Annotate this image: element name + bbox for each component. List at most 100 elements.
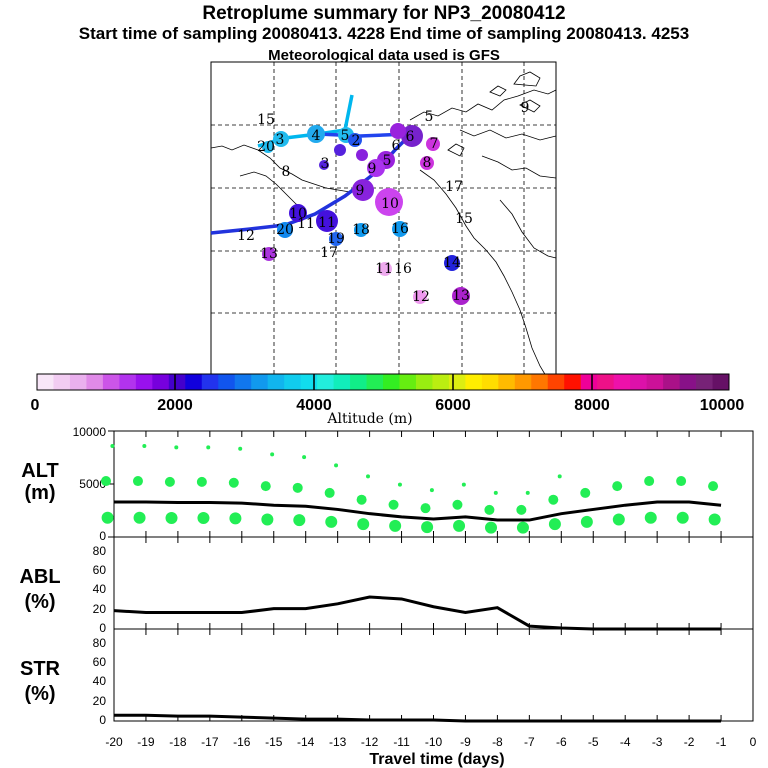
x-tick-label: -13: [329, 735, 347, 749]
map-day-label: 18: [352, 222, 370, 238]
x-tick-label: -2: [684, 735, 695, 749]
colorbar-swatch: [333, 374, 351, 390]
alt-particle-dot: [238, 446, 243, 451]
colorbar-swatch: [185, 374, 203, 390]
x-tick-label: -15: [265, 735, 283, 749]
colorbar-swatch: [531, 374, 549, 390]
alt-panel-label: ALT: [21, 460, 58, 482]
map-cluster-marker: [262, 141, 274, 153]
colorbar-swatch: [432, 374, 450, 390]
map-day-label: 9: [356, 183, 365, 199]
map-cluster-marker: [329, 232, 343, 246]
abl-panel-unit: (%): [24, 591, 55, 613]
map-panel: 6 4 3 5 9 9 10 10 11 11 12 20 19 18 16 1…: [210, 61, 557, 377]
alt-particle-dot: [644, 511, 657, 524]
x-tick-label: -17: [201, 735, 219, 749]
alt-particle-dot: [229, 512, 242, 525]
x-axis-label: Travel time (days): [369, 751, 504, 768]
alt-particle-dot: [101, 476, 112, 487]
x-tick-label: -7: [524, 735, 535, 749]
map-day-label: 11: [297, 216, 315, 232]
x-tick-label: -9: [460, 735, 471, 749]
alt-particle-dot: [174, 445, 179, 450]
abl-y-tick-label: 0: [99, 621, 106, 635]
str-y-tick-label: 20: [93, 694, 107, 708]
alt-particle-dot: [142, 444, 147, 449]
alt-particle-dot: [452, 499, 463, 510]
map-coastlines: [210, 71, 557, 377]
map-cluster-marker: [392, 221, 408, 237]
abl-line-path: [113, 595, 722, 631]
str-y-tick-label: 80: [93, 636, 107, 650]
map-cluster-marker: [316, 210, 338, 232]
alt-particle-dot: [110, 444, 115, 449]
alt-particle-dot: [389, 519, 402, 532]
map-day-label: 20: [276, 222, 294, 238]
alt-particle-dot: [261, 513, 274, 526]
map-cluster-marker: [452, 287, 470, 305]
x-tick-label: -11: [393, 735, 410, 749]
map-cluster-marker: [356, 149, 368, 161]
alt-particle-dot: [429, 488, 434, 493]
alt-y-tick-label: 5000: [79, 477, 106, 491]
map-cluster-marker: [420, 156, 434, 170]
map-day-label: 9: [521, 100, 530, 116]
colorbar-tick-label: 2000: [157, 397, 193, 414]
colorbar-swatch: [597, 374, 615, 390]
x-tick-label: -4: [620, 735, 631, 749]
colorbar-swatch: [564, 374, 582, 390]
alt-particle-dot: [516, 504, 527, 515]
colorbar-swatch: [102, 374, 120, 390]
colorbar-swatch: [152, 374, 170, 390]
alt-particle-dot: [206, 445, 211, 450]
alt-panel: ALT (m) 10000 5000 0: [21, 425, 754, 543]
alt-particle-dot: [420, 503, 431, 514]
alt-particle-dot: [485, 521, 498, 534]
colorbar-swatch: [218, 374, 236, 390]
alt-particle-dot: [366, 474, 371, 479]
map-cluster-marker: [262, 247, 276, 261]
colorbar-swatch: [53, 374, 71, 390]
map-day-label: 4: [312, 128, 321, 144]
colorbar-swatch: [86, 374, 104, 390]
x-tick-label: -6: [556, 735, 567, 749]
colorbar-swatch: [37, 374, 54, 390]
colorbar-swatch: [69, 374, 87, 390]
alt-particle-dot: [525, 490, 530, 495]
colorbar-tick-label: 4000: [296, 397, 332, 414]
colorbar-swatch: [514, 374, 532, 390]
met-data-note: Meteorological data used is GFS: [268, 47, 500, 64]
alt-particle-dot: [484, 504, 495, 515]
map-day-label: 16: [391, 221, 409, 237]
colorbar-swatch: [234, 374, 252, 390]
map-cluster-marker: [378, 262, 392, 276]
map-day-label: 19: [327, 231, 345, 247]
x-tick-label: -1: [716, 735, 727, 749]
alt-particle-dot: [196, 476, 207, 487]
alt-particle-dot: [557, 474, 562, 479]
map-day-label: 5: [383, 153, 392, 169]
x-tick-label: -3: [652, 735, 663, 749]
map-day-label: 10: [381, 196, 399, 212]
colorbar-swatch: [317, 374, 334, 390]
alt-particle-dot: [334, 463, 339, 468]
map-day-label: 13: [452, 288, 470, 304]
colorbar-frame: [36, 373, 730, 391]
alt-particle-dot: [548, 494, 559, 505]
alt-particle-dot: [421, 521, 434, 534]
colorbar-swatch: [613, 374, 631, 390]
alt-particle-dot: [388, 499, 399, 510]
str-line-path: [114, 713, 722, 723]
map-cluster-marker: [319, 160, 329, 170]
abl-y-tick-label: 80: [93, 544, 107, 558]
str-panel-frame: [113, 628, 754, 722]
colorbar-swatch: [135, 374, 153, 390]
alt-particle-dot: [293, 514, 306, 527]
colorbar-swatch: [547, 374, 565, 390]
x-tick-label: -5: [588, 735, 599, 749]
alt-particle-dot: [357, 518, 370, 531]
map-cluster-marker: [277, 222, 293, 238]
x-tick-label: -14: [297, 735, 315, 749]
map-day-label: 8: [423, 155, 432, 171]
alt-particle-dot: [548, 518, 561, 531]
